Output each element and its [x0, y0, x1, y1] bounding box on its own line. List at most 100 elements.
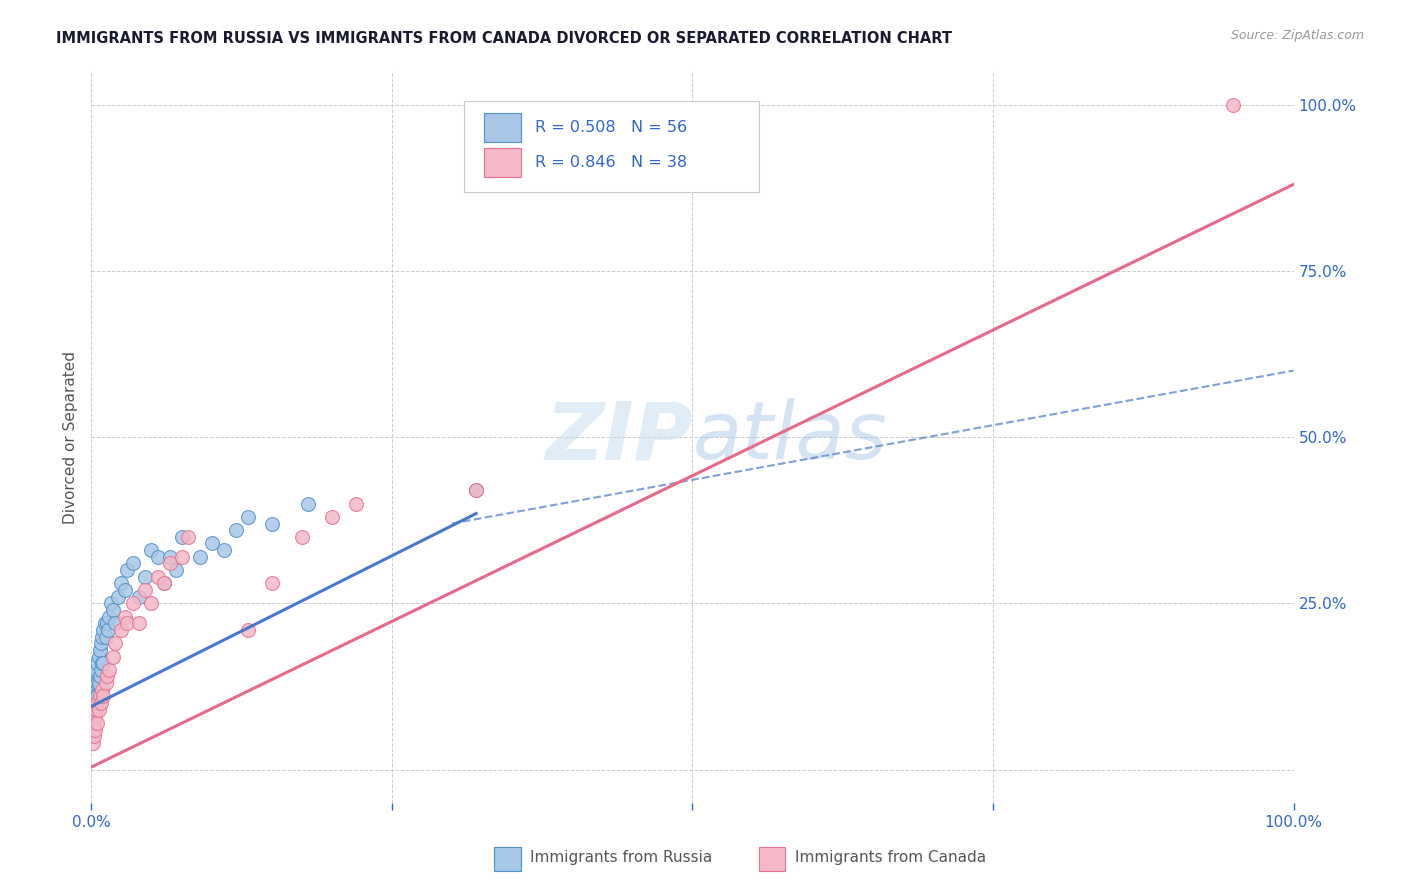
- Point: [134, 582, 156, 597]
- Point: [170, 530, 193, 544]
- Point: [93, 656, 115, 670]
- Point: [87, 649, 110, 664]
- Point: [84, 723, 107, 737]
- Point: [86, 690, 108, 704]
- Point: [165, 563, 187, 577]
- Point: [82, 736, 104, 750]
- Point: [146, 570, 169, 584]
- Point: [82, 709, 104, 723]
- Point: [87, 703, 110, 717]
- Point: [91, 656, 114, 670]
- Point: [465, 483, 488, 498]
- Point: [170, 549, 193, 564]
- Point: [344, 497, 367, 511]
- Point: [114, 609, 136, 624]
- Point: [84, 682, 107, 697]
- Point: [83, 703, 105, 717]
- Point: [128, 590, 150, 604]
- Point: [236, 509, 259, 524]
- Point: [93, 623, 115, 637]
- Point: [122, 596, 145, 610]
- Point: [117, 616, 139, 631]
- Point: [87, 676, 110, 690]
- Point: [84, 703, 107, 717]
- Point: [90, 663, 112, 677]
- Y-axis label: Divorced or Separated: Divorced or Separated: [63, 351, 79, 524]
- Point: [89, 669, 111, 683]
- Point: [159, 557, 181, 571]
- Point: [236, 623, 259, 637]
- Bar: [759, 847, 785, 871]
- Point: [84, 690, 107, 704]
- Point: [152, 576, 174, 591]
- Point: [97, 623, 120, 637]
- Point: [84, 703, 107, 717]
- Text: IMMIGRANTS FROM RUSSIA VS IMMIGRANTS FROM CANADA DIVORCED OR SEPARATED CORRELATI: IMMIGRANTS FROM RUSSIA VS IMMIGRANTS FRO…: [56, 31, 952, 46]
- Point: [101, 603, 124, 617]
- Bar: [494, 847, 520, 871]
- Point: [201, 536, 224, 550]
- Bar: [485, 113, 520, 143]
- Point: [82, 723, 104, 737]
- Point: [98, 609, 121, 624]
- Point: [291, 530, 314, 544]
- Point: [94, 676, 117, 690]
- Point: [104, 636, 127, 650]
- Point: [260, 516, 283, 531]
- Point: [93, 616, 115, 631]
- Point: [114, 582, 136, 597]
- Point: [90, 636, 112, 650]
- Point: [141, 596, 163, 610]
- Point: [82, 696, 104, 710]
- Point: [104, 616, 127, 631]
- Point: [83, 716, 105, 731]
- Point: [83, 696, 105, 710]
- Point: [84, 676, 107, 690]
- Point: [91, 682, 114, 697]
- Point: [122, 557, 145, 571]
- Point: [98, 663, 121, 677]
- Point: [86, 656, 108, 670]
- Point: [84, 663, 107, 677]
- Point: [101, 649, 124, 664]
- Point: [89, 643, 111, 657]
- Point: [89, 690, 111, 704]
- Point: [159, 549, 181, 564]
- Text: Source: ZipAtlas.com: Source: ZipAtlas.com: [1230, 29, 1364, 42]
- Point: [96, 669, 118, 683]
- Point: [91, 630, 114, 644]
- Point: [96, 616, 118, 631]
- Text: R = 0.846   N = 38: R = 0.846 N = 38: [534, 155, 688, 170]
- Point: [297, 497, 319, 511]
- Point: [107, 590, 129, 604]
- Point: [225, 523, 247, 537]
- Point: [86, 716, 108, 731]
- Point: [128, 616, 150, 631]
- Point: [134, 570, 156, 584]
- Text: R = 0.508   N = 56: R = 0.508 N = 56: [534, 120, 688, 136]
- Point: [83, 690, 105, 704]
- Bar: [485, 148, 520, 178]
- Point: [176, 530, 198, 544]
- Point: [260, 576, 283, 591]
- Point: [84, 709, 107, 723]
- Point: [146, 549, 169, 564]
- Text: Immigrants from Canada: Immigrants from Canada: [794, 850, 986, 865]
- Point: [110, 576, 132, 591]
- FancyBboxPatch shape: [464, 101, 759, 192]
- Point: [86, 696, 108, 710]
- Point: [110, 623, 132, 637]
- Point: [117, 563, 139, 577]
- Point: [82, 682, 104, 697]
- Point: [465, 483, 488, 498]
- Point: [90, 696, 112, 710]
- Point: [94, 630, 117, 644]
- Point: [84, 682, 107, 697]
- Point: [100, 596, 122, 610]
- Point: [83, 729, 105, 743]
- Point: [188, 549, 211, 564]
- Point: [83, 669, 105, 683]
- Point: [1222, 97, 1244, 112]
- Point: [141, 543, 163, 558]
- Text: ZIP: ZIP: [546, 398, 692, 476]
